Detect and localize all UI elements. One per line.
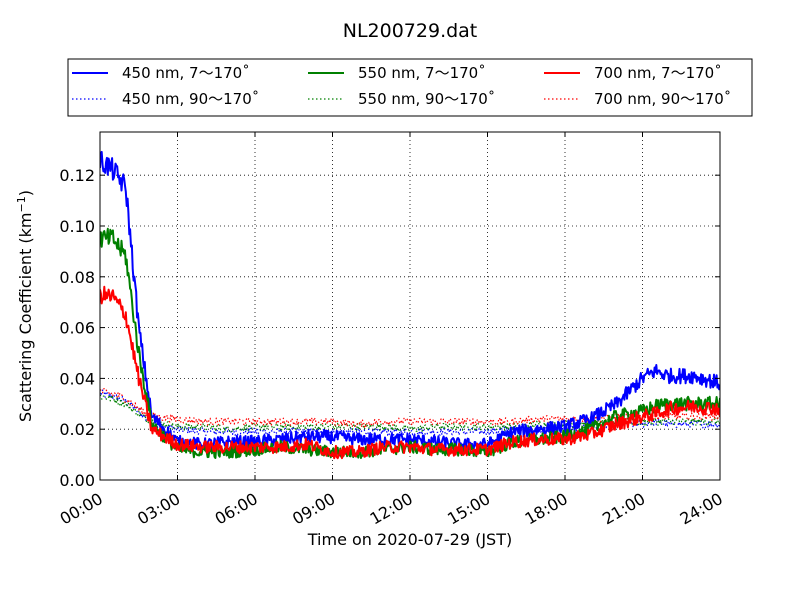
chart-title: NL200729.dat xyxy=(343,20,478,42)
series-layer xyxy=(100,150,720,460)
legend-frame xyxy=(67,58,753,117)
ticks xyxy=(99,132,721,481)
x-tick-label: 15:00 xyxy=(444,489,493,529)
y-axis-label: Scattering Coefficient (km−1) xyxy=(15,190,35,422)
x-axis-label: Time on 2020-07-29 (JST) xyxy=(307,530,512,549)
x-tick-label: 12:00 xyxy=(367,489,416,529)
x-tick-label: 00:00 xyxy=(57,489,106,529)
legend-label: 700 nm, 7～170˚ xyxy=(594,64,722,82)
y-tick-label: 0.00 xyxy=(59,471,95,490)
y-tick-label: 0.04 xyxy=(59,369,95,388)
legend-label: 700 nm, 90～170˚ xyxy=(594,90,731,108)
x-tick-label: 09:00 xyxy=(289,489,338,529)
y-tick-labels: 0.00 0.02 0.04 0.06 0.08 0.10 0.12 xyxy=(59,166,95,490)
x-tick-labels: 00:00 03:00 06:00 09:00 12:00 15:00 18:00 21:00… xyxy=(57,489,726,529)
y-axis-label-close: ) xyxy=(16,190,35,196)
y-tick-label: 0.08 xyxy=(59,268,95,287)
legend: 450 nm, 7～170˚ 550 nm, 7～170˚ 700 nm, 7～17… xyxy=(67,58,753,117)
x-tick-label: 21:00 xyxy=(599,489,648,529)
grid xyxy=(100,132,720,480)
legend-label: 550 nm, 7～170˚ xyxy=(358,64,486,82)
series-line xyxy=(100,389,720,436)
y-tick-label: 0.10 xyxy=(59,217,95,236)
y-tick-label: 0.12 xyxy=(59,166,95,185)
legend-label: 550 nm, 90～170˚ xyxy=(358,90,495,108)
y-axis-label-main: Scattering Coefficient (km xyxy=(16,212,35,422)
plot-area xyxy=(99,131,721,481)
x-tick-label: 18:00 xyxy=(522,489,571,529)
x-tick-label: 03:00 xyxy=(134,489,183,529)
y-tick-label: 0.02 xyxy=(59,420,95,439)
y-tick-label: 0.06 xyxy=(59,319,95,338)
y-axis-label-superscript: −1 xyxy=(15,196,28,212)
series-line xyxy=(100,285,720,460)
x-tick-label: 06:00 xyxy=(212,489,261,529)
x-tick-label: 24:00 xyxy=(677,489,726,529)
legend-label: 450 nm, 90～170˚ xyxy=(122,90,259,108)
legend-label: 450 nm, 7～170˚ xyxy=(122,64,250,82)
